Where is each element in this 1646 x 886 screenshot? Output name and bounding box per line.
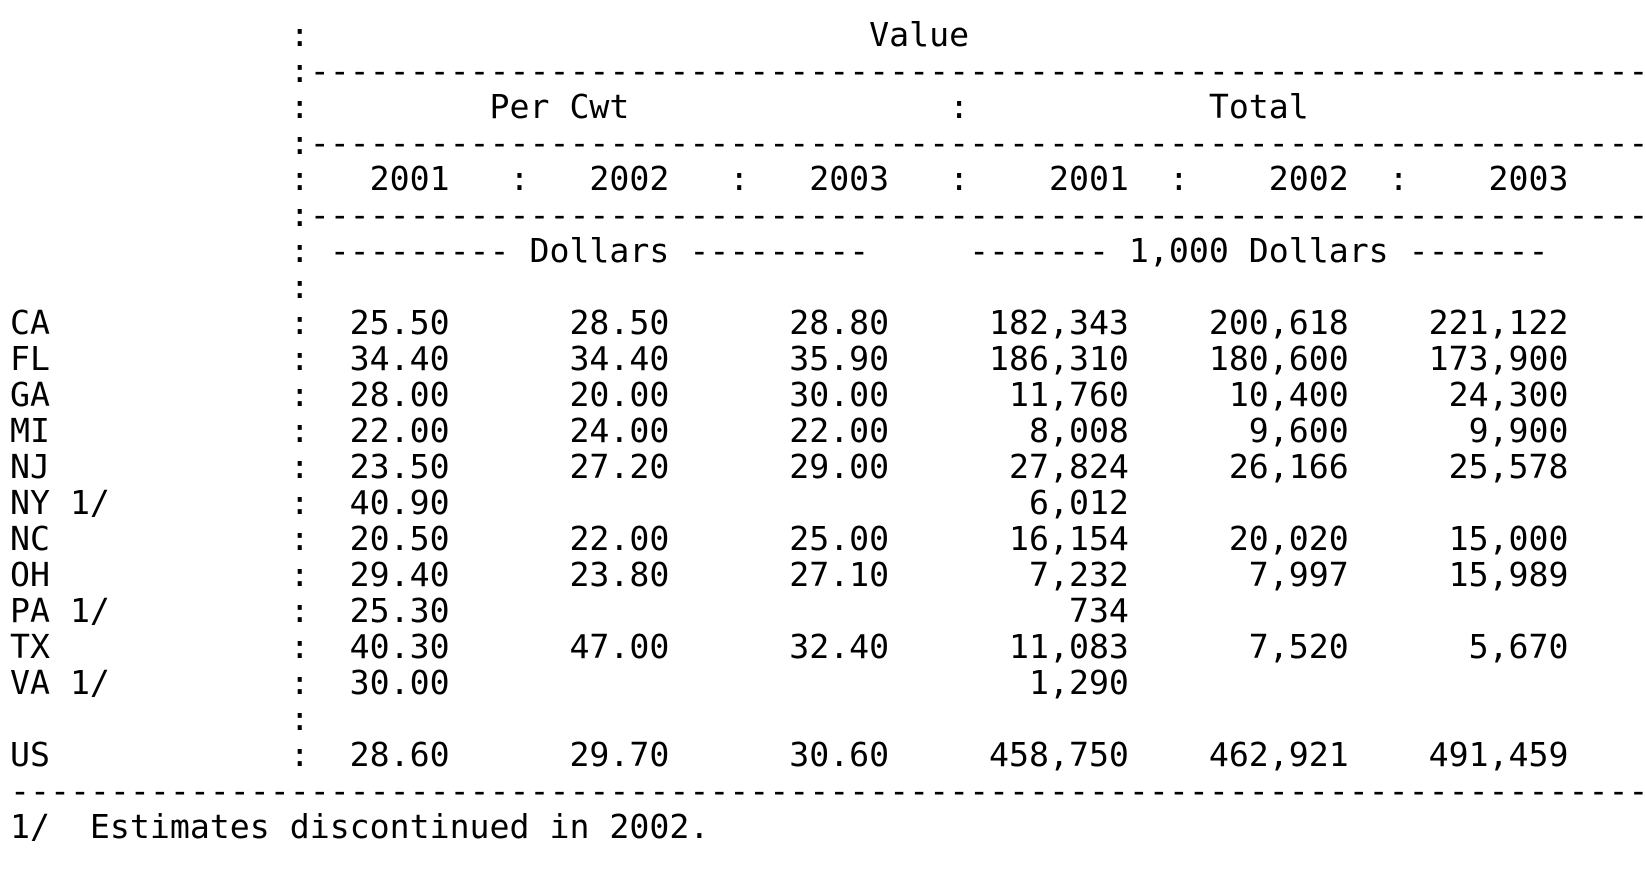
- units-row: : --------- Dollars --------- ------- 1,…: [10, 231, 1646, 270]
- spacer-row: :: [10, 699, 1646, 738]
- table-row: OH : 29.40 23.80 27.10 7,232 7,997 15,98…: [10, 555, 1646, 594]
- table-row: MI : 22.00 24.00 22.00 8,008 9,600 9,900: [10, 411, 1646, 450]
- table-row: NC : 20.50 22.00 25.00 16,154 20,020 15,…: [10, 519, 1646, 558]
- footnote: 1/ Estimates discontinued in 2002.: [10, 807, 1646, 846]
- table-row: NJ : 23.50 27.20 29.00 27,824 26,166 25,…: [10, 447, 1646, 486]
- year-header-row: : 2001 : 2002 : 2003 : 2001 : 2002 : 200…: [10, 159, 1646, 198]
- column-group-header-row: : Per Cwt : Total: [10, 87, 1646, 126]
- horizontal-rule: :---------------------------------------…: [10, 123, 1646, 162]
- table-row: PA 1/ : 25.30 734: [10, 591, 1646, 630]
- us-total-row: US : 28.60 29.70 30.60 458,750 462,921 4…: [10, 735, 1646, 774]
- spacer-row: :: [10, 267, 1646, 306]
- table-row: VA 1/ : 30.00 1,290: [10, 663, 1646, 702]
- table-row: CA : 25.50 28.50 28.80 182,343 200,618 2…: [10, 303, 1646, 342]
- horizontal-rule: :---------------------------------------…: [10, 51, 1646, 90]
- table-bottom-rule: ----------------------------------------…: [10, 771, 1646, 810]
- table-row: GA : 28.00 20.00 30.00 11,760 10,400 24,…: [10, 375, 1646, 414]
- table-row: TX : 40.30 47.00 32.40 11,083 7,520 5,67…: [10, 627, 1646, 666]
- horizontal-rule: :---------------------------------------…: [10, 195, 1646, 234]
- table-row: FL : 34.40 34.40 35.90 186,310 180,600 1…: [10, 339, 1646, 378]
- table-row: NY 1/ : 40.90 6,012: [10, 483, 1646, 522]
- table-title-row: : Value: [10, 15, 1646, 54]
